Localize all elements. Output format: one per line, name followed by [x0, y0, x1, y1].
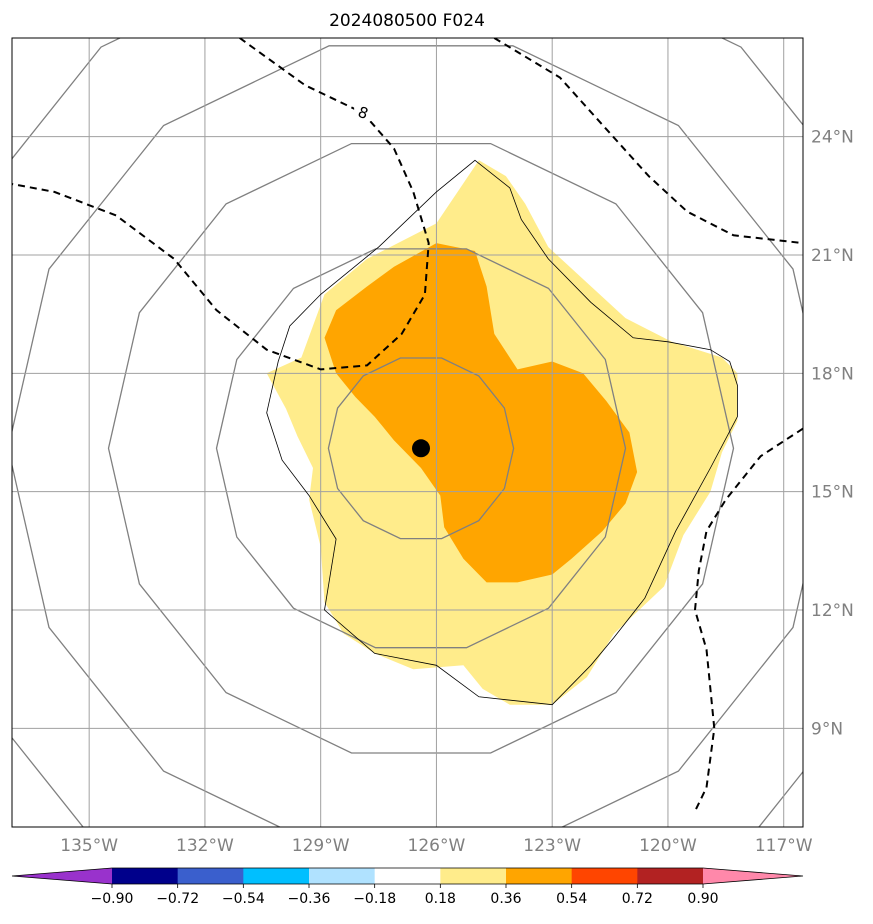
- colorbar-tick-label-9: 0.90: [687, 891, 718, 907]
- dashed-contours: 8: [12, 38, 803, 812]
- colorbar-tick-label-2: −0.54: [222, 891, 265, 907]
- outline-polygon: [266, 159, 738, 706]
- map-frame: [11, 37, 804, 828]
- y-tick-label-5: 24°N: [811, 128, 854, 148]
- colorbar-tick-label-5: 0.18: [425, 891, 456, 907]
- colorbar-extend-high: [703, 868, 803, 884]
- colorbar-tick-label-8: 0.72: [622, 891, 653, 907]
- filled-contours: [266, 160, 738, 705]
- colorbar-tick-label-3: −0.36: [288, 891, 331, 907]
- x-tick-label-4: 123°W: [523, 836, 581, 856]
- gridlines: [12, 38, 803, 827]
- contour-line-0: [12, 38, 430, 371]
- chart-title: 2024080500 F024: [329, 11, 485, 31]
- y-tick-label-3: 18°N: [811, 364, 854, 384]
- colorbar: −0.90 −0.72 −0.54 −0.36 −0.18 0.18 0.36 0.54 0.7…: [11, 867, 804, 907]
- outline-contour: [266, 159, 738, 706]
- x-tick-label-1: 132°W: [176, 836, 234, 856]
- y-tick-label-4: 21°N: [811, 246, 854, 266]
- y-tick-labels: 9°N 12°N 15°N 18°N 21°N 24°N: [811, 128, 854, 740]
- range-ring-0: [327, 357, 515, 540]
- x-tick-label-6: 117°W: [755, 836, 813, 856]
- range-ring-2: [107, 142, 735, 754]
- colorbar-extend-low: [12, 868, 112, 884]
- y-tick-label-1: 12°N: [811, 601, 854, 621]
- contour-line-2: [693, 427, 803, 812]
- storm-center-marker: [412, 439, 431, 458]
- colorbar-tick-label-1: −0.72: [156, 891, 199, 907]
- colorbar-segment-6: [506, 868, 573, 884]
- storm-center: [412, 439, 431, 458]
- range-ring-1: [215, 248, 627, 649]
- filled-contour-1: [324, 243, 638, 583]
- colorbar-segment-0: [112, 868, 179, 884]
- y-tick-label-2: 15°N: [811, 483, 854, 503]
- colorbar-segment-1: [177, 868, 244, 884]
- contour-line-1: [493, 38, 803, 245]
- range-ring-3: [12, 45, 803, 827]
- x-tick-label-5: 120°W: [639, 836, 697, 856]
- x-tick-labels: 135°W 132°W 129°W 126°W 123°W 120°W 117°W: [60, 836, 812, 856]
- colorbar-segment-5: [440, 868, 507, 884]
- colorbar-tick-label-7: 0.54: [556, 891, 587, 907]
- colorbar-segment-3: [309, 868, 376, 884]
- colorbar-tick-label-4: −0.18: [353, 891, 396, 907]
- colorbar-segment-7: [571, 868, 638, 884]
- y-tick-label-0: 9°N: [811, 719, 843, 739]
- colorbar-segment-4: [374, 868, 441, 884]
- colorbar-segment-8: [637, 868, 704, 884]
- x-tick-label-0: 135°W: [60, 836, 118, 856]
- colorbar-tick-label-6: 0.36: [490, 891, 521, 907]
- contour-label-bg-0: [354, 102, 373, 121]
- x-tick-label-3: 126°W: [408, 836, 466, 856]
- x-tick-label-2: 129°W: [292, 836, 350, 856]
- colorbar-tick-label-0: −0.90: [91, 891, 134, 907]
- colorbar-segment-2: [243, 868, 310, 884]
